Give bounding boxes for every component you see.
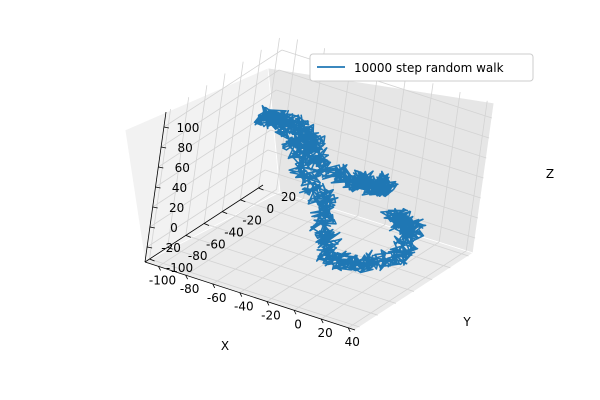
x-tick-mark (212, 283, 216, 289)
grid-line-y-floor (203, 223, 415, 292)
y-tick-label: -20 (242, 214, 262, 228)
x-tick-mark (347, 327, 351, 332)
x-axis-label: X (221, 339, 229, 353)
y-tick-mark (203, 223, 210, 226)
z-tick-mark (158, 166, 164, 169)
x-tick-label: -40 (234, 300, 254, 314)
x-tick-mark (266, 301, 270, 306)
z-tick-mark (147, 246, 153, 249)
z-tick-mark (163, 126, 169, 129)
grid-line-z-back (264, 169, 476, 239)
z-tick-label: 100 (176, 121, 199, 135)
y-tick-mark (258, 187, 264, 191)
x-tick-mark (158, 266, 161, 271)
x-tick-mark (293, 310, 297, 315)
grid-line-z-side (146, 169, 266, 248)
grid-line-y-floor (240, 199, 451, 269)
grid-line-z-side (158, 89, 277, 168)
grid-line-z-side (152, 129, 271, 208)
z-axis-label: Z (546, 167, 554, 181)
x-tick-label: -100 (149, 273, 176, 287)
x-tick-label: 20 (317, 326, 332, 340)
x-axis-line (144, 261, 356, 331)
z-tick-label: 0 (170, 221, 178, 235)
z-tick-mark (161, 146, 167, 149)
grid-line-y-floor (149, 258, 360, 328)
z-tick-label: 40 (172, 181, 187, 195)
z-tick-label: 20 (169, 201, 184, 215)
y-tick-label: -80 (188, 249, 208, 263)
grid-line-y-floor (185, 234, 396, 304)
x-tick-label: -60 (207, 291, 227, 305)
legend-frame (309, 53, 534, 82)
y-tick-mark (240, 199, 246, 203)
random-walk-line (253, 104, 427, 274)
z-tick-mark (149, 226, 155, 229)
z-tick-mark (152, 206, 158, 209)
grid-line-z-side (160, 69, 280, 148)
y-tick-mark (185, 234, 191, 238)
x-tick-label: -80 (180, 282, 200, 296)
x-tick-mark (185, 274, 189, 280)
grid-line-z-side (163, 49, 283, 128)
grid-line-z-side (149, 149, 269, 228)
y-tick-label: -60 (206, 237, 226, 251)
x-tick-mark (320, 318, 324, 324)
grid-line-z-back (276, 89, 487, 159)
grid-line-y-floor (258, 187, 469, 257)
y-axis-label: Y (462, 315, 471, 329)
y-tick-mark (149, 258, 155, 262)
random-walk-series (253, 104, 427, 274)
x-tick-label: 40 (345, 335, 360, 349)
x-tick-label: 0 (294, 317, 302, 331)
y-tick-mark (167, 246, 173, 250)
axes-panes (124, 67, 495, 331)
z-tick-mark (155, 186, 161, 189)
y-tick-label: 0 (266, 202, 274, 216)
y-tick-mark (222, 211, 228, 215)
y-tick-label: -40 (224, 226, 244, 240)
grid-line-y-floor (167, 246, 378, 316)
x-tick-mark (239, 292, 243, 297)
x-tick-label: -20 (261, 308, 281, 322)
tick-marks-and-labels: -100-80-60-40-2002040-100-80-60-40-20020… (147, 121, 360, 349)
y-tick-label: -100 (166, 261, 193, 275)
z-tick-label: -20 (161, 241, 181, 255)
grid-line-z-side (155, 109, 274, 188)
y-tick-label: 20 (281, 190, 296, 204)
z-tick-label: 60 (175, 161, 190, 175)
legend-label: 10000 step random walk (354, 61, 504, 75)
legend: 10000 step random walk (309, 53, 534, 82)
z-tick-label: 80 (177, 141, 192, 155)
